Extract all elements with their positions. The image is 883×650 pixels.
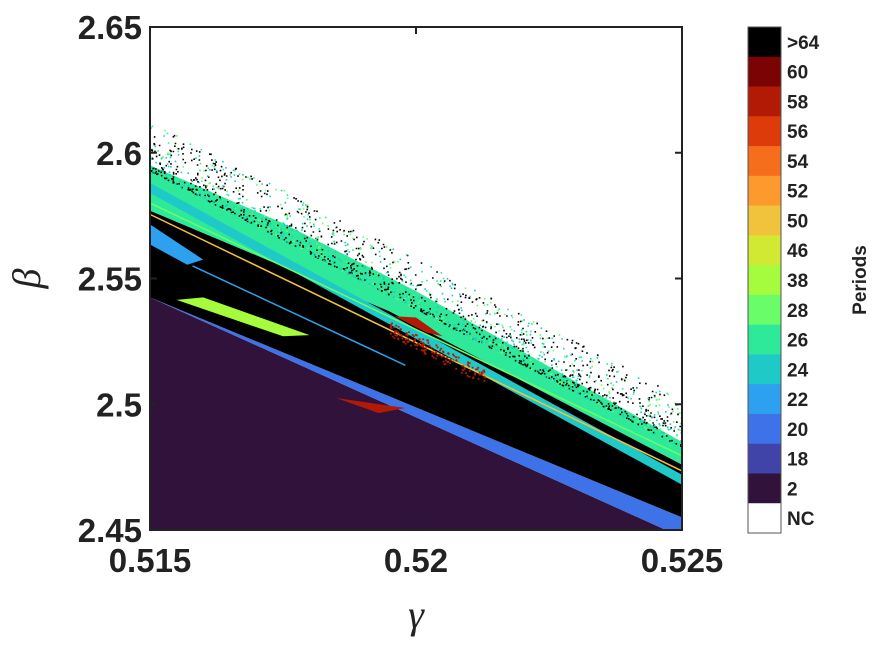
y-tick-label: 2.55 [78,261,142,298]
y-tick-label: 2.5 [96,386,142,423]
colorbar-swatch [748,384,781,415]
colorbar-swatch [748,27,781,58]
region-period-gt64 [150,210,682,518]
colorbar-label: 46 [787,241,808,262]
region-period-38 [176,297,310,337]
colorbar-label: 56 [787,122,808,143]
heatmap-plot-area [149,26,684,531]
speckle-points [389,322,487,382]
x-tick-label: 0.525 [641,542,724,579]
colorbar-swatch [748,146,781,177]
colorbar-label: 38 [787,271,808,292]
colorbar-swatch [748,503,781,534]
y-axis-ticks: 2.45 2.5 2.55 2.6 2.65 [78,9,682,549]
heatmap-speckle [150,125,684,448]
colorbar-label: 52 [787,182,808,203]
colorbar-swatch [748,116,781,147]
colorbar-label: 18 [787,450,808,471]
boundary-streak [192,265,406,366]
colorbar-label: 54 [787,152,809,173]
colorbar-frame [747,26,782,534]
colorbar: >64 60 58 56 54 52 50 46 38 28 26 24 22 20 18 2 NC [747,26,820,534]
colorbar-label: 20 [787,420,808,441]
colorbar-swatch [748,294,781,326]
colorbar-label: 28 [787,301,808,322]
colorbar-label: 58 [787,92,808,113]
colorbar-swatch [748,413,781,445]
y-axis-label: β [4,268,49,289]
colorbar-swatch [748,324,781,355]
colorbar-label: NC [787,509,815,530]
colorbar-label: 26 [787,331,808,352]
region-period-58 [394,316,443,337]
colorbar-swatch [748,56,781,88]
colorbar-title: Periods [850,245,871,315]
colorbar-swatch [748,205,781,236]
boundary-streak [149,213,683,472]
colorbar-swatch [748,175,781,207]
colorbar-label: 60 [787,63,808,84]
region-period-22 [150,224,204,265]
x-axis-ticks: 0.515 0.52 0.525 [109,27,724,579]
colorbar-label: 50 [787,211,808,232]
colorbar-swatch [748,473,781,504]
colorbar-swatch [748,354,781,385]
colorbar-label: 22 [787,390,808,411]
colorbar-swatch [748,86,781,117]
x-tick-label: 0.515 [109,542,192,579]
region-period-20 [150,297,682,530]
colorbar-swatch [748,235,781,266]
y-tick-label: 2.65 [78,9,142,46]
colorbar-label: 24 [787,360,809,381]
colorbar-swatch [748,443,781,474]
colorbar-swatch [748,265,781,296]
colorbar-label: >64 [787,33,820,54]
heatmap-regions [149,165,683,530]
x-axis-label: γ [408,592,425,637]
region-period-24 [150,182,682,485]
region-period-58 [336,398,406,414]
colorbar-label: 2 [787,479,798,500]
y-tick-label: 2.6 [96,135,142,172]
boundary-streak [149,202,683,457]
x-tick-label: 0.52 [384,542,448,579]
y-tick-label: 2.45 [78,512,142,549]
